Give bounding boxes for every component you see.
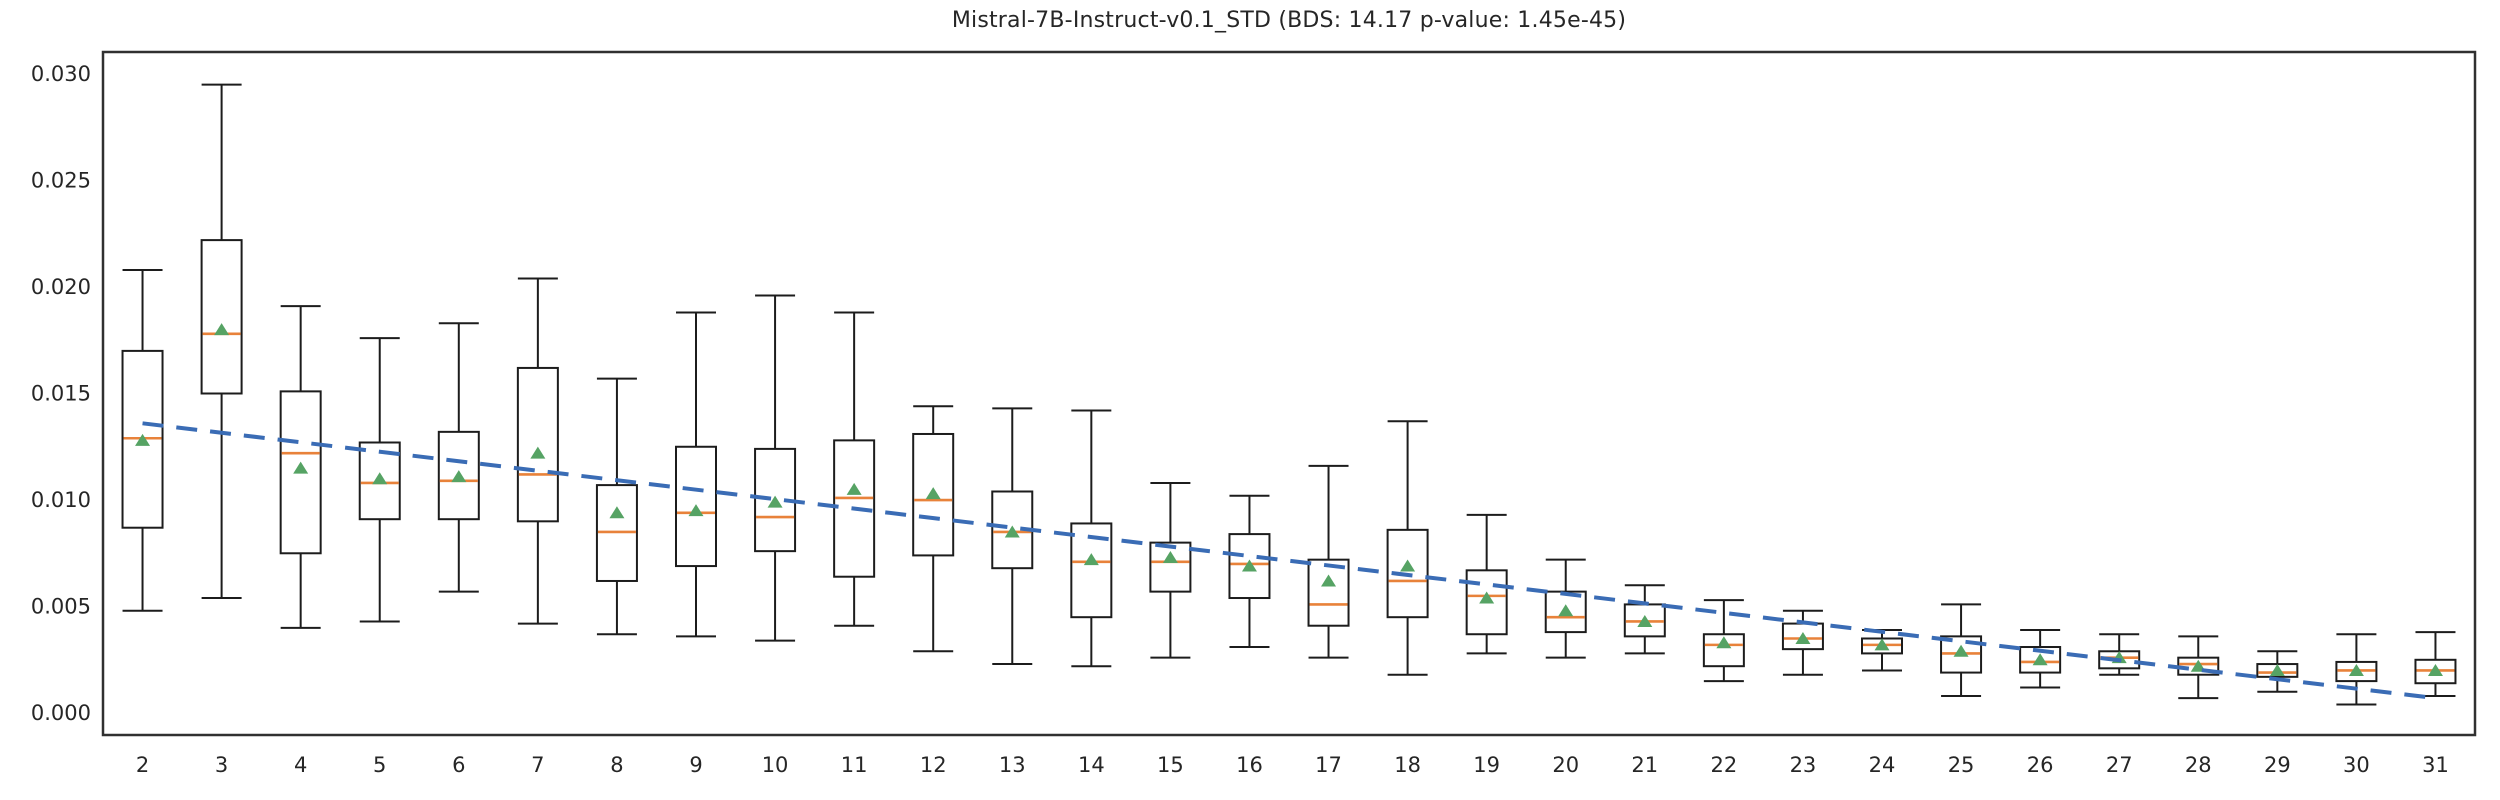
mean-marker xyxy=(1874,638,1890,651)
plot-frame xyxy=(101,50,2477,737)
x-tick-label: 25 xyxy=(1948,753,1975,777)
mean-marker xyxy=(214,323,230,336)
mean-marker xyxy=(1953,644,1969,657)
x-tick-label: 22 xyxy=(1710,753,1737,777)
mean-marker xyxy=(2269,663,2285,676)
mean-marker xyxy=(1558,604,1574,617)
mean-marker xyxy=(1400,559,1416,572)
mean-marker xyxy=(1162,551,1178,564)
x-tick-label: 12 xyxy=(920,753,947,777)
mean-marker xyxy=(1083,553,1099,566)
mean-marker xyxy=(609,506,625,519)
x-tick-label: 4 xyxy=(294,753,307,777)
iqr-box xyxy=(1228,533,1271,600)
x-tick-label: 31 xyxy=(2422,753,2449,777)
x-tick-label: 11 xyxy=(841,753,868,777)
y-tick-label: 0.015 xyxy=(31,382,91,406)
iqr-box xyxy=(516,366,559,523)
x-tick-label: 6 xyxy=(452,753,465,777)
mean-marker xyxy=(1004,525,1020,538)
x-tick-label: 20 xyxy=(1552,753,1579,777)
mean-marker xyxy=(530,446,546,459)
x-tick-label: 16 xyxy=(1236,753,1263,777)
x-tick-label: 13 xyxy=(999,753,1026,777)
x-tick-label: 18 xyxy=(1394,753,1421,777)
x-tick-label: 27 xyxy=(2106,753,2133,777)
mean-marker xyxy=(451,470,467,483)
mean-marker xyxy=(767,495,783,508)
mean-marker xyxy=(688,504,704,517)
mean-marker xyxy=(2032,653,2048,666)
x-tick-label: 3 xyxy=(215,753,228,777)
x-tick-label: 23 xyxy=(1790,753,1817,777)
x-tick-label: 19 xyxy=(1473,753,1500,777)
mean-marker xyxy=(1241,559,1257,572)
mean-marker xyxy=(925,487,941,500)
x-tick-label: 15 xyxy=(1157,753,1184,777)
x-tick-label: 8 xyxy=(610,753,623,777)
x-tick-label: 10 xyxy=(762,753,789,777)
mean-marker xyxy=(1716,636,1732,649)
trend-line xyxy=(142,421,2436,701)
iqr-box xyxy=(1307,558,1350,627)
y-tick-label: 0.030 xyxy=(31,62,91,86)
x-tick-label: 28 xyxy=(2185,753,2212,777)
mean-marker xyxy=(1479,591,1495,604)
y-tick-label: 0.000 xyxy=(31,701,91,725)
mean-marker xyxy=(372,472,388,485)
mean-marker xyxy=(293,461,309,474)
x-tick-label: 24 xyxy=(1869,753,1896,777)
y-tick-label: 0.020 xyxy=(31,275,91,299)
mean-marker xyxy=(135,433,151,446)
chart-title: Mistral-7B-Instruct-v0.1_STD (BDS: 14.17… xyxy=(951,8,1627,33)
y-tick-label: 0.010 xyxy=(31,488,91,512)
iqr-box xyxy=(1149,541,1192,593)
x-tick-label: 2 xyxy=(136,753,149,777)
x-tick-label: 5 xyxy=(373,753,386,777)
mean-marker xyxy=(846,482,862,495)
x-tick-label: 9 xyxy=(689,753,702,777)
y-tick-label: 0.005 xyxy=(31,595,91,619)
x-tick-label: 26 xyxy=(2027,753,2054,777)
x-tick-label: 17 xyxy=(1315,753,1342,777)
x-tick-label: 7 xyxy=(531,753,544,777)
y-tick-label: 0.025 xyxy=(31,168,91,192)
x-tick-label: 14 xyxy=(1078,753,1105,777)
iqr-box xyxy=(200,239,243,395)
mean-marker xyxy=(2427,663,2443,676)
mean-marker xyxy=(1795,631,1811,644)
mean-marker xyxy=(1637,614,1653,627)
mean-marker xyxy=(2348,663,2364,676)
mean-marker xyxy=(1321,574,1337,587)
x-tick-label: 21 xyxy=(1631,753,1658,777)
iqr-box xyxy=(1544,590,1587,634)
x-tick-label: 30 xyxy=(2343,753,2370,777)
x-tick-label: 29 xyxy=(2264,753,2291,777)
